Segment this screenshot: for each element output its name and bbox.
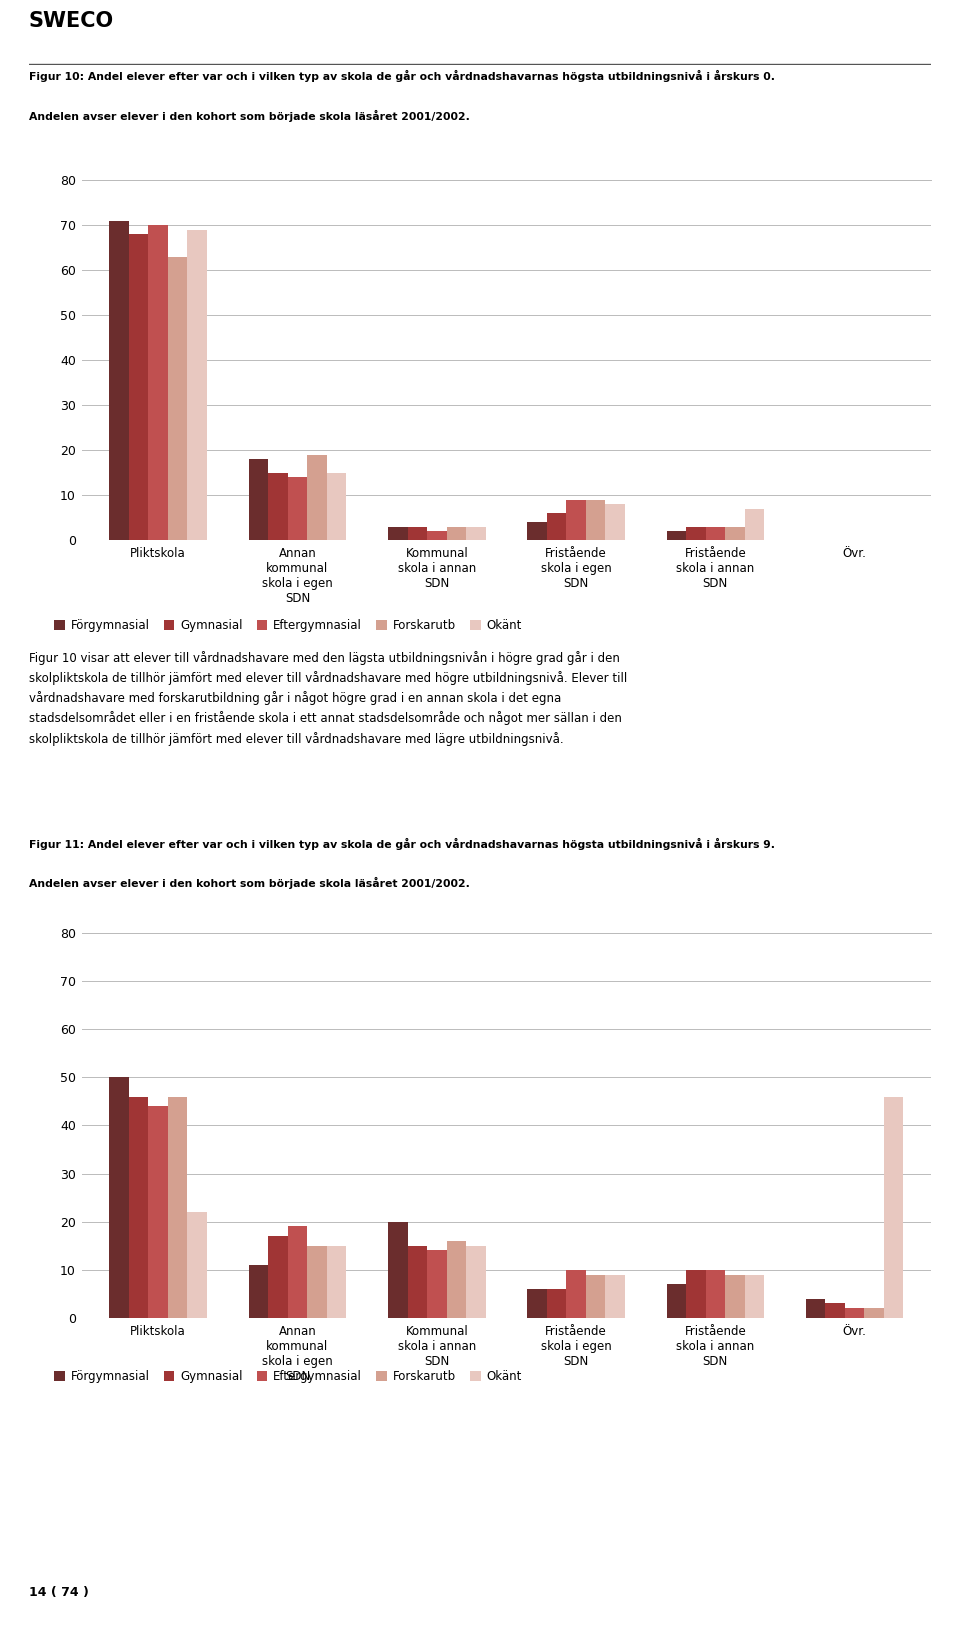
Bar xyxy=(725,1275,745,1318)
Bar xyxy=(706,527,725,540)
Text: Figur 11: Andel elever efter var och i vilken typ av skola de går och vårdnadsha: Figur 11: Andel elever efter var och i v… xyxy=(29,838,775,850)
Text: 14 ( 74 ): 14 ( 74 ) xyxy=(29,1586,88,1599)
Bar xyxy=(686,527,706,540)
Bar xyxy=(388,1221,407,1318)
Bar xyxy=(288,1226,307,1318)
Bar xyxy=(109,221,129,540)
Bar xyxy=(326,1246,347,1318)
Text: Figur 10: Andel elever efter var och i vilken typ av skola de går och vårdnadsha: Figur 10: Andel elever efter var och i v… xyxy=(29,70,775,82)
Bar xyxy=(884,1097,903,1318)
Bar xyxy=(446,527,466,540)
Bar xyxy=(686,1270,706,1318)
Bar xyxy=(307,1246,326,1318)
Bar xyxy=(725,527,745,540)
Bar xyxy=(826,1303,845,1318)
Legend: Förgymnasial, Gymnasial, Eftergymnasial, Forskarutb, Okänt: Förgymnasial, Gymnasial, Eftergymnasial,… xyxy=(54,619,522,632)
Bar xyxy=(249,1265,268,1318)
Bar xyxy=(168,1097,187,1318)
Bar xyxy=(187,1211,207,1318)
Text: Andelen avser elever i den kohort som började skola läsåret 2001/2002.: Andelen avser elever i den kohort som bö… xyxy=(29,877,469,889)
Bar xyxy=(845,1308,864,1318)
Bar xyxy=(307,455,326,540)
Text: Andelen avser elever i den kohort som började skola läsåret 2001/2002.: Andelen avser elever i den kohort som bö… xyxy=(29,110,469,123)
Bar xyxy=(168,257,187,540)
Bar xyxy=(149,226,168,540)
Bar xyxy=(129,234,149,540)
Bar xyxy=(745,1275,764,1318)
Bar xyxy=(407,1246,427,1318)
Bar xyxy=(527,522,547,540)
Bar xyxy=(446,1241,466,1318)
Bar xyxy=(268,473,288,540)
Text: SWECO: SWECO xyxy=(29,11,114,31)
Bar xyxy=(586,499,606,540)
Bar xyxy=(149,1107,168,1318)
Legend: Förgymnasial, Gymnasial, Eftergymnasial, Forskarutb, Okänt: Förgymnasial, Gymnasial, Eftergymnasial,… xyxy=(54,1370,522,1383)
Bar xyxy=(187,229,207,540)
Bar xyxy=(129,1097,149,1318)
Bar xyxy=(666,1283,686,1318)
Bar xyxy=(805,1298,826,1318)
Bar xyxy=(427,1251,446,1318)
Bar xyxy=(706,1270,725,1318)
Bar xyxy=(864,1308,884,1318)
Bar xyxy=(249,458,268,540)
Bar xyxy=(407,527,427,540)
Bar xyxy=(527,1288,547,1318)
Bar xyxy=(388,527,407,540)
Bar xyxy=(268,1236,288,1318)
Bar xyxy=(566,1270,586,1318)
Bar xyxy=(606,1275,625,1318)
Bar xyxy=(466,1246,486,1318)
Bar xyxy=(288,478,307,540)
Bar xyxy=(326,473,347,540)
Bar xyxy=(666,530,686,540)
Bar xyxy=(427,530,446,540)
Bar xyxy=(586,1275,606,1318)
Bar xyxy=(547,512,566,540)
Bar xyxy=(466,527,486,540)
Bar xyxy=(547,1288,566,1318)
Bar xyxy=(745,509,764,540)
Text: Figur 10 visar att elever till vårdnadshavare med den lägsta utbildningsnivån i : Figur 10 visar att elever till vårdnadsh… xyxy=(29,652,627,745)
Bar xyxy=(606,504,625,540)
Bar xyxy=(109,1077,129,1318)
Bar xyxy=(566,499,586,540)
